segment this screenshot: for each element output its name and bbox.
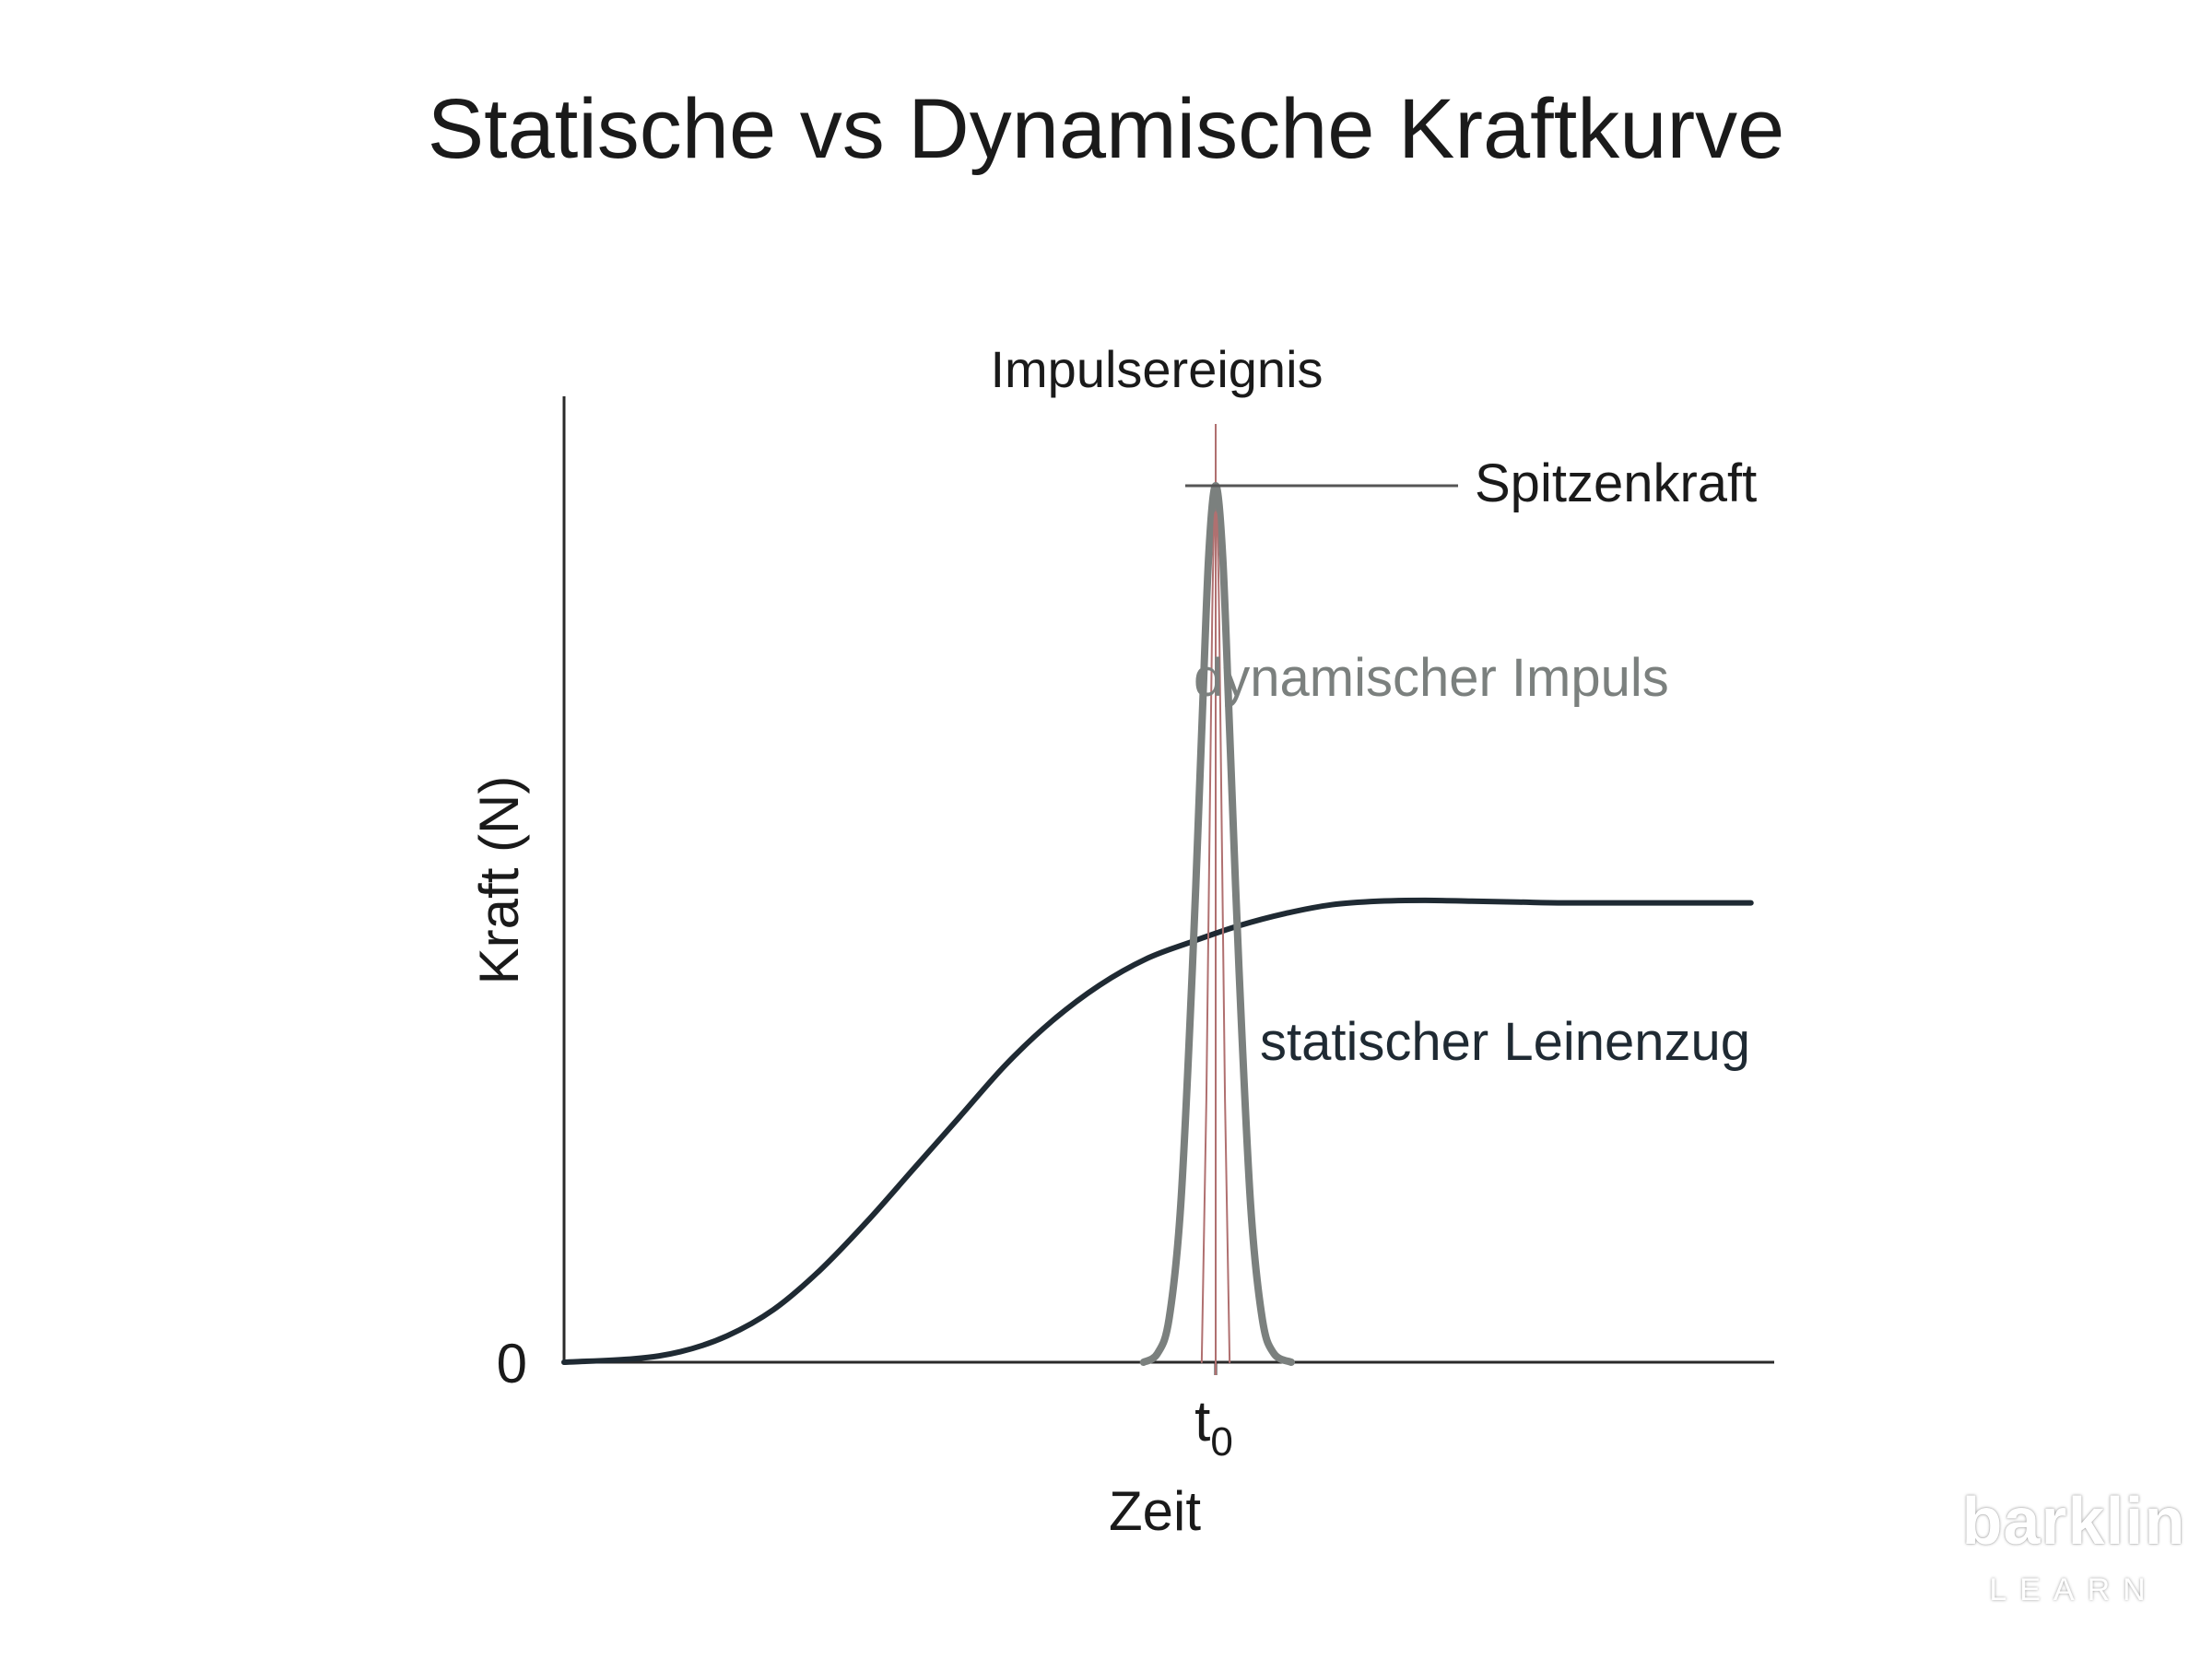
chart-axes [562,396,1774,1375]
chart-series [561,424,1754,1375]
chart-labels: 0 t0 Zeit Kraft (N) Impulsereignis Spitzenkra… [468,340,1757,1542]
impulse-inner-line [1200,511,1231,1363]
peak-force-label: Spitzenkraft [1475,453,1757,513]
logo-subtitle: LEARN [1989,1572,2159,1607]
y-tick-label: 0 [497,1333,527,1394]
page-title: Statische vs Dynamische Kraftkurve [427,82,1785,176]
static-pull-line [561,897,1754,1365]
barklin-learn-logo: barklin LEARN [1945,1484,2203,1608]
logo-word: barklin [1961,1485,2186,1559]
static-pull-label: statischer Leinenzug [1260,1012,1750,1072]
x-axis-label: Zeit [1109,1480,1201,1542]
y-axis-label: Kraft (N) [468,776,530,985]
dynamic-impulse-label: dynamischer Impuls [1194,648,1669,708]
dynamic-impulse-line [1139,482,1296,1366]
x-tick-label: t0 [1194,1390,1233,1465]
impulse-event-label: Impulsereignis [990,340,1323,398]
